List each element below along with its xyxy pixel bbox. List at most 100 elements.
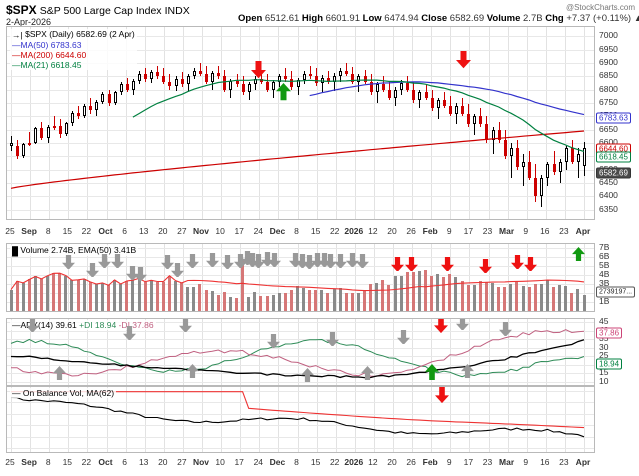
gridline-vertical xyxy=(240,319,241,385)
volume-bar xyxy=(247,296,251,311)
gridline-vertical xyxy=(469,387,470,452)
adx-axis-tick: 10 xyxy=(599,375,609,386)
gridline-horizontal xyxy=(7,302,594,303)
volume-bar xyxy=(466,285,470,311)
price-value-label: 6582.69 xyxy=(596,167,631,179)
candle-body xyxy=(558,161,562,173)
x-axis-top-tick: Nov xyxy=(192,226,210,236)
x-axis-bottom-tick: 20 xyxy=(158,457,168,467)
candle-body xyxy=(235,81,239,85)
adx-legend: —ADX(14) 39.61 +DI 18.94 -DI 37.86 xyxy=(10,320,156,330)
candle-body xyxy=(229,81,233,90)
adx-plot-area xyxy=(7,319,594,385)
volume-pane[interactable] xyxy=(6,243,595,312)
x-axis-top-tick: Mar xyxy=(499,226,515,236)
x-axis-bottom-tick: 2026 xyxy=(344,457,364,467)
x-axis-top-tick: 23 xyxy=(559,226,569,236)
candle-body xyxy=(259,79,263,82)
candle-body xyxy=(290,79,294,87)
candle-body xyxy=(46,127,50,138)
volume-bar xyxy=(350,292,354,311)
volume-bar xyxy=(210,291,214,311)
gridline-vertical xyxy=(11,27,12,219)
x-axis-bottom-tick: 25 xyxy=(5,457,15,467)
gridline-vertical xyxy=(126,387,127,452)
gridline-vertical xyxy=(317,27,318,219)
gridline-vertical xyxy=(565,27,566,219)
gridline-vertical xyxy=(221,319,222,385)
price-legend: →| $SPX (Daily) 6582.69 (2 Apr) —MA(50) … xyxy=(10,29,137,70)
x-axis-top-tick: Dec xyxy=(269,226,286,236)
candle-body xyxy=(192,71,196,77)
candle-body xyxy=(503,140,507,157)
candle-body xyxy=(302,73,306,80)
price-axis-tick: 6600 xyxy=(599,137,618,147)
volume-bar xyxy=(582,294,586,311)
gridline-vertical xyxy=(355,319,356,385)
candle-body xyxy=(326,77,330,82)
volume-bar xyxy=(271,294,275,311)
gridline-vertical xyxy=(202,27,203,219)
gridline-vertical xyxy=(431,387,432,452)
volume-bar xyxy=(338,287,342,311)
gridline-horizontal xyxy=(7,130,594,131)
x-axis-bottom-tick: 22 xyxy=(329,457,340,467)
volume-bar xyxy=(161,281,165,311)
candle-body xyxy=(241,84,245,93)
price-axis-tick: 7000 xyxy=(599,30,618,41)
gridline-vertical xyxy=(278,319,279,385)
candle-body xyxy=(552,164,556,173)
x-axis-top-tick: 20 xyxy=(158,226,168,236)
gridline-vertical xyxy=(527,387,528,452)
x-axis-bottom-tick: 6 xyxy=(122,457,127,467)
x-axis-bottom-tick: 9 xyxy=(523,457,529,467)
volume-bar xyxy=(430,276,434,311)
volume-bar xyxy=(155,281,159,311)
gridline-horizontal xyxy=(7,382,594,383)
x-axis-top-tick: 12 xyxy=(368,226,378,236)
candle-wick xyxy=(309,65,311,79)
gridline-vertical xyxy=(336,387,337,452)
candle-body xyxy=(375,84,379,93)
x-axis-bottom-tick: 9 xyxy=(446,457,452,467)
gridline-vertical xyxy=(355,27,356,219)
price-pane[interactable] xyxy=(6,26,595,220)
candle-body xyxy=(448,105,452,114)
volume-bar xyxy=(186,287,190,311)
x-axis-top-tick: 8 xyxy=(294,226,299,236)
volume-bar xyxy=(131,280,135,311)
volume-bar xyxy=(399,275,403,311)
volume-bar xyxy=(369,284,373,311)
candle-body xyxy=(528,161,532,178)
candle-body xyxy=(308,73,312,77)
candle-body xyxy=(40,128,44,138)
gridline-vertical xyxy=(489,27,490,219)
x-axis-top: 25 Sep 8 15 22 Oct 6 13 20 27 Nov 10 17 24 Dec 8 15 22 202… xyxy=(5,225,595,237)
candle-body xyxy=(16,145,20,156)
gridline-horizontal xyxy=(7,437,594,438)
volume-bar xyxy=(253,291,257,311)
volume-legend-text: Volume 2.74B, EMA(50) 3.41B xyxy=(20,245,137,255)
gridline-vertical xyxy=(202,244,203,311)
volume-bar xyxy=(326,293,330,311)
x-axis-top-tick: 17 xyxy=(234,226,244,236)
candle-body xyxy=(22,144,26,156)
candle-wick xyxy=(523,153,525,186)
x-axis-top-tick: 9 xyxy=(523,226,529,236)
gridline-vertical xyxy=(259,27,260,219)
ohlc-quote-bar: Open 6512.61 High 6601.91 Low 6474.94 Cl… xyxy=(238,13,639,24)
adx-axis-tick: 45 xyxy=(599,316,609,327)
gridline-vertical xyxy=(259,387,260,452)
chart-date: 2-Apr-2026 xyxy=(6,17,52,27)
candle-body xyxy=(83,105,87,117)
gridline-vertical xyxy=(450,319,451,385)
volume-bar xyxy=(503,287,507,311)
price-value-label: 6618.45 xyxy=(596,151,631,163)
gridline-horizontal xyxy=(7,76,594,77)
x-axis-bottom-tick: 10 xyxy=(215,457,225,467)
volume-bar xyxy=(436,273,440,311)
obv-y-axis xyxy=(595,386,639,453)
x-axis-bottom-tick: 26 xyxy=(406,457,416,467)
gridline-vertical xyxy=(584,319,585,385)
